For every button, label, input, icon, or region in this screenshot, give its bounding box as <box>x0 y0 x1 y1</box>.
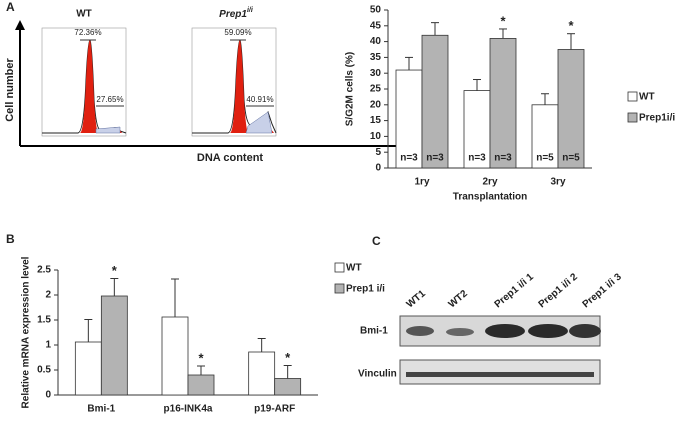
y-tick-label: 10 <box>370 131 382 142</box>
bar <box>421 34 449 169</box>
n-label: n=3 <box>468 153 486 164</box>
arrow-head <box>15 20 25 30</box>
n-label: n=3 <box>400 153 418 164</box>
western-blot: Bmi-1 Vinculin <box>358 315 601 385</box>
blot-row-label: Bmi-1 <box>360 326 388 337</box>
n-label: n=5 <box>562 153 580 164</box>
y-label: S/G2M cells (%) <box>345 52 356 126</box>
significance: * <box>500 13 506 28</box>
y-tick-label: 40 <box>370 36 382 47</box>
percent-label: 72.36% <box>74 28 101 37</box>
bar <box>74 341 102 396</box>
legend-label: Prep1 i/i <box>346 284 385 295</box>
band <box>406 372 594 377</box>
lane-label: Prep1 i/i 3 <box>581 271 625 310</box>
x-tick-label: 3ry <box>550 177 565 188</box>
flow-title: Prep1i/i <box>219 7 254 20</box>
band <box>528 324 568 338</box>
y-tick-label: 0 <box>45 390 51 401</box>
bar <box>274 378 302 396</box>
significance: * <box>285 350 291 365</box>
s-phase <box>95 126 121 134</box>
bar <box>161 316 189 396</box>
y-tick-label: 0.5 <box>37 365 51 376</box>
g1-peak <box>80 40 98 133</box>
s-phase <box>245 111 273 134</box>
band <box>406 326 434 336</box>
y-tick-label: 2 <box>45 290 51 301</box>
y-tick-label: 35 <box>370 52 382 63</box>
lane-label: WT2 <box>447 288 471 310</box>
percent-label: 40.91% <box>246 95 273 104</box>
x-tick-label: p19-ARF <box>254 404 295 415</box>
lane-label: WT1 <box>405 288 429 310</box>
y-label: Cell number <box>4 58 16 122</box>
y-tick-label: 1 <box>45 340 51 351</box>
band <box>569 324 601 338</box>
flow-title-sup: i/i <box>247 7 254 14</box>
bar <box>187 374 215 396</box>
x-tick-label: 1ry <box>414 177 429 188</box>
significance: * <box>112 263 118 278</box>
legend-swatch <box>627 91 638 102</box>
panel-letter: A <box>6 0 15 14</box>
x-tick-label: p16-INK4a <box>164 404 213 415</box>
x-tick-label: Bmi-1 <box>87 404 115 415</box>
legend-label: WT <box>346 263 362 274</box>
n-label: n=3 <box>426 153 444 164</box>
g1-peak <box>230 40 248 133</box>
y-tick-label: 30 <box>370 68 382 79</box>
percent-label: 59.09% <box>224 28 251 37</box>
legend-swatch <box>334 262 345 273</box>
bar <box>557 49 585 169</box>
y-tick-label: 25 <box>370 84 382 95</box>
band <box>446 328 474 336</box>
panel-letter: B <box>6 232 15 246</box>
bar <box>531 104 559 169</box>
flow-histograms: Cell number DNA content WT Prep1i/i 72.3… <box>4 7 438 164</box>
flow-title: WT <box>76 9 92 20</box>
panel-letter: C <box>372 234 381 248</box>
band <box>485 324 525 338</box>
significance: * <box>198 350 204 365</box>
significance: * <box>568 18 574 33</box>
legend-swatch <box>334 283 345 294</box>
y-tick-label: 15 <box>370 115 382 126</box>
legend-swatch <box>627 112 638 123</box>
lane-label: Prep1 i/i 2 <box>537 271 581 310</box>
plot-frame <box>41 27 127 137</box>
n-label: n=5 <box>536 153 554 164</box>
y-label: Relative mRNA expression level <box>21 256 32 408</box>
y-tick-label: 2.5 <box>37 265 51 276</box>
bar <box>248 351 276 396</box>
legend-label: WT <box>639 92 655 103</box>
plot-frame <box>191 27 277 137</box>
bar <box>489 38 517 169</box>
lane-label: Prep1 i/i 1 <box>493 271 537 310</box>
y-tick-label: 0 <box>375 163 381 174</box>
blot-row-label: Vinculin <box>358 369 397 380</box>
x-label: Transplantation <box>453 192 527 203</box>
flow-title-main: Prep1 <box>219 9 247 20</box>
x-label: DNA content <box>197 152 264 164</box>
y-tick-label: 1.5 <box>37 315 51 326</box>
x-tick-label: 2ry <box>482 177 497 188</box>
y-tick-label: 5 <box>375 147 381 158</box>
bar <box>463 90 491 169</box>
y-tick-label: 20 <box>370 99 382 110</box>
y-tick-label: 50 <box>370 5 382 16</box>
bar <box>395 69 423 169</box>
n-label: n=3 <box>494 153 512 164</box>
y-tick-label: 45 <box>370 20 382 31</box>
percent-label: 27.65% <box>96 95 123 104</box>
legend-label: Prep1i/i <box>639 113 675 124</box>
bar <box>100 295 128 396</box>
